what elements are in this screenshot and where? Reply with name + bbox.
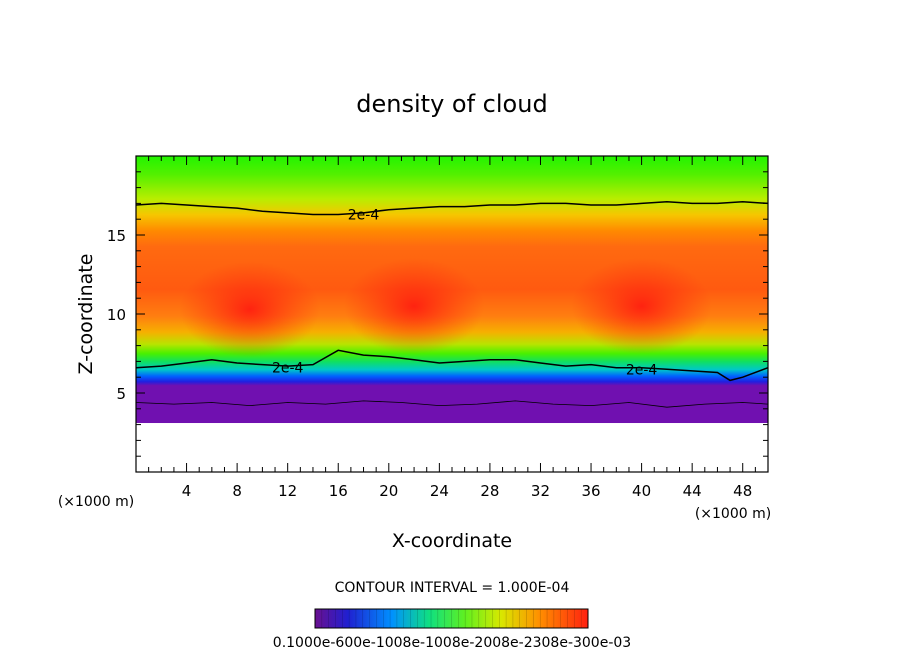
colorbar-frame bbox=[314, 608, 589, 629]
contour-lines bbox=[136, 201, 768, 408]
maximum-region-3 bbox=[571, 258, 712, 355]
x-unit-label-left: (×1000 m) bbox=[58, 494, 134, 510]
upper-contour-2e-4 bbox=[136, 201, 768, 216]
inner-contour bbox=[136, 400, 768, 408]
lower-contour-2e-4 bbox=[136, 349, 768, 382]
x-axis-ticks: 4 8 12 16 20 24 28 32 36 40 44 48 bbox=[148, 156, 756, 500]
x-axis-title: X-coordinate bbox=[392, 530, 512, 552]
contour-label-lower-left: 2e-4 bbox=[272, 361, 304, 377]
y-tick-label: 10 bbox=[107, 306, 126, 324]
colorbar-ticks bbox=[321, 609, 582, 628]
y-tick-label: 5 bbox=[116, 385, 126, 403]
x-tick-label: 8 bbox=[232, 482, 242, 500]
colorbar bbox=[315, 609, 588, 628]
density-field bbox=[136, 156, 768, 424]
x-tick-label: 4 bbox=[182, 482, 192, 500]
x-tick-label: 40 bbox=[632, 482, 651, 500]
x-tick-label: 36 bbox=[581, 482, 600, 500]
y-axis-ticks: 5 10 15 bbox=[107, 171, 768, 457]
y-tick-label: 15 bbox=[107, 227, 126, 245]
colorbar-labels: 0.1000e-600e-1008e-1008e-2008e-2308e-300… bbox=[273, 635, 631, 651]
maximum-region-2 bbox=[344, 258, 485, 355]
x-unit-label-right: (×1000 m) bbox=[695, 506, 771, 522]
maximum-region-1 bbox=[179, 261, 320, 358]
x-tick-label: 48 bbox=[733, 482, 752, 500]
x-tick-label: 12 bbox=[278, 482, 297, 500]
contour-interval-text: CONTOUR INTERVAL = 1.000E-04 bbox=[335, 580, 570, 596]
x-tick-label: 16 bbox=[329, 482, 348, 500]
x-tick-label: 32 bbox=[531, 482, 550, 500]
x-tick-label: 28 bbox=[480, 482, 499, 500]
contour-label-upper: 2e-4 bbox=[348, 207, 380, 223]
x-tick-label: 20 bbox=[379, 482, 398, 500]
contour-labels: 2e-4 2e-4 2e-4 bbox=[272, 207, 658, 378]
x-tick-label: 44 bbox=[683, 482, 702, 500]
contour-label-lower-right: 2e-4 bbox=[626, 362, 658, 378]
y-axis-title: Z-coordinate bbox=[75, 254, 97, 375]
chart-title: density of cloud bbox=[356, 90, 547, 118]
x-tick-label: 24 bbox=[430, 482, 449, 500]
